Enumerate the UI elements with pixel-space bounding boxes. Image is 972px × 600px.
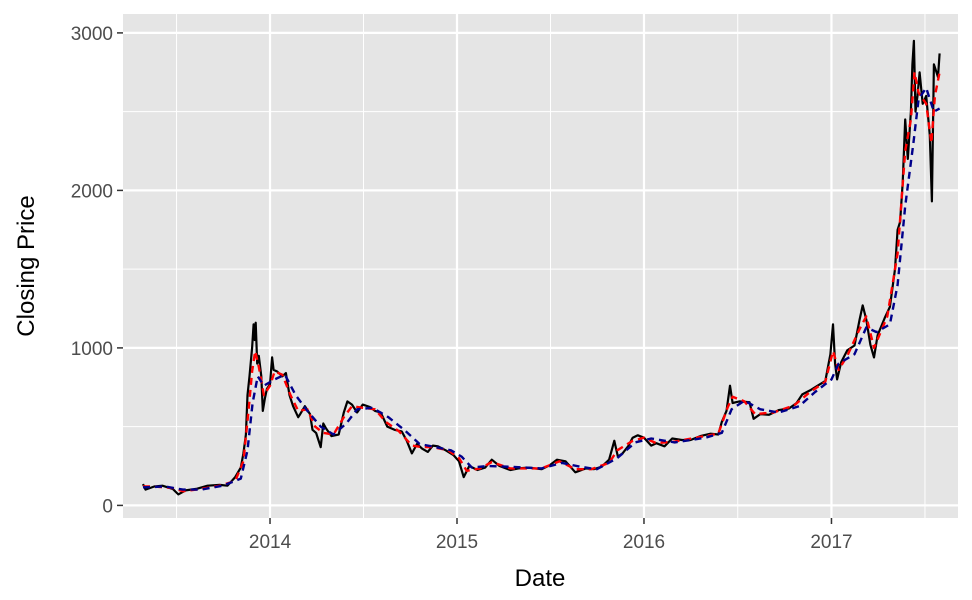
x-tick-label: 2015 [436, 532, 478, 553]
x-tick-label: 2016 [623, 532, 665, 553]
y-tick-label: 3000 [71, 24, 113, 45]
plot-panel [123, 14, 958, 518]
x-axis-ticks: 2014 2015 2016 2017 [249, 518, 853, 553]
x-tick-label: 2014 [249, 532, 292, 553]
x-tick-label: 2017 [810, 532, 852, 553]
y-tick-label: 2000 [71, 181, 113, 202]
y-tick-label: 0 [102, 496, 113, 517]
series-lines [141, 39, 941, 496]
long-moving-average-line [142, 86, 941, 491]
x-axis-title: Date [515, 565, 566, 592]
y-axis-title: Closing Price [13, 195, 40, 336]
major-gridlines [123, 14, 958, 518]
y-tick-label: 1000 [71, 339, 113, 360]
short-moving-average-line [143, 71, 941, 493]
y-axis-ticks: 0 1000 2000 3000 [71, 24, 123, 517]
